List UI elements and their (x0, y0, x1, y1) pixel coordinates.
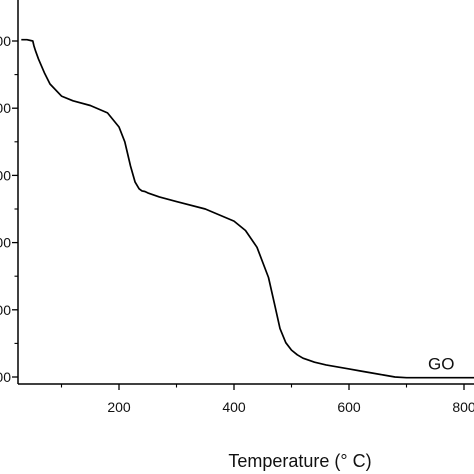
y-tick-label: 00 (0, 369, 11, 385)
ticks (12, 40, 465, 390)
x-tick-label: 800 (452, 399, 474, 415)
series-annotation-go: GO (428, 355, 454, 374)
y-tick-label: 00 (0, 235, 11, 251)
y-tick-label: 00 (0, 167, 11, 183)
labels: 200 400 600 800 00 00 00 00 00 00 GO (0, 33, 474, 415)
x-axis-title: Temperature (° C) (228, 451, 371, 471)
series-line-go (21, 38, 474, 379)
x-tick-label: 600 (337, 399, 361, 415)
axes (17, 0, 474, 385)
x-tick-label: 400 (222, 399, 246, 415)
curves (21, 38, 474, 379)
y-tick-label: 00 (0, 100, 11, 116)
y-tick-label: 00 (0, 33, 11, 49)
y-tick-label: 00 (0, 302, 11, 318)
x-tick-label: 200 (107, 399, 131, 415)
